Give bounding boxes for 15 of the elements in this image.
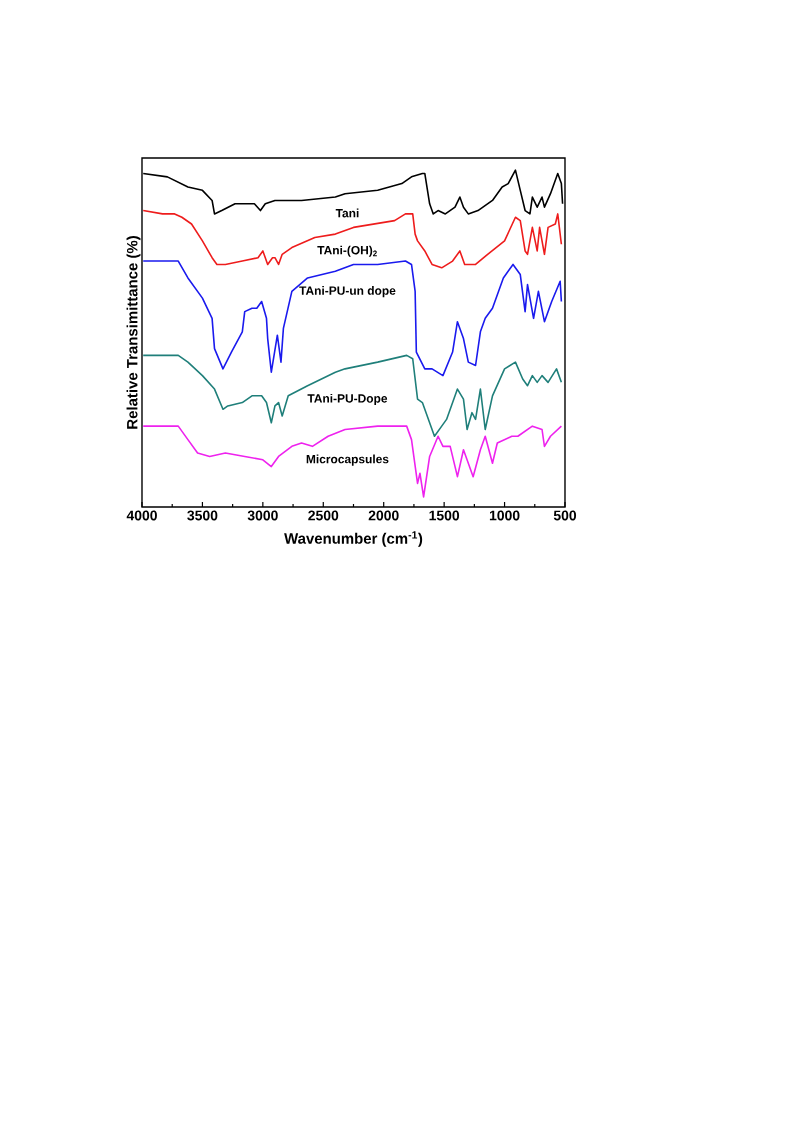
x-tick-label: 3000 [247,510,278,521]
series-label: TAni-PU-un dope [299,286,396,298]
x-tick-label: 2000 [368,510,399,521]
x-tick-label: 1500 [429,510,460,521]
series-label: Microcapsules [306,454,389,466]
series-label: Tani [335,208,359,218]
x-tick-label: 500 [553,510,577,521]
x-tick-label: 1000 [489,510,520,521]
series-label: TAni-(OH)$_{2}$ [317,245,377,257]
x-axis-title: Wavenumber (cm$^{-1}$) [284,531,423,547]
x-tick-label: 4000 [126,510,157,521]
x-tick-label: 2500 [308,510,339,521]
x-tick-label: 3500 [187,510,218,521]
series-label: TAni-PU-Dope [307,393,388,406]
y-axis-title: Relative Transimittance (%) [126,236,141,429]
